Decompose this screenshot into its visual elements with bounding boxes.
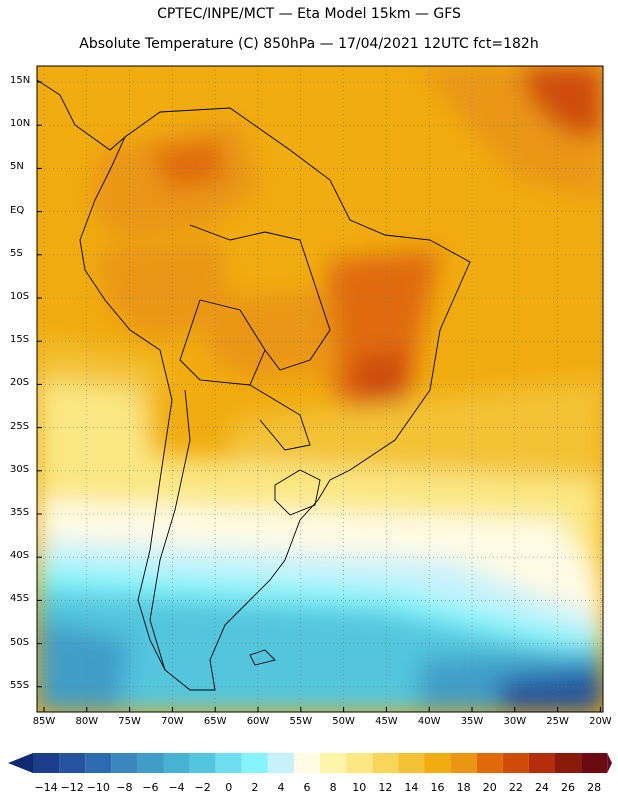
colorbar-cell — [555, 753, 582, 773]
paraguay-border — [249, 384, 311, 451]
coastline — [37, 79, 471, 691]
deep-blue-patch-west — [37, 620, 130, 712]
colorbar-label: 16 — [430, 781, 445, 794]
lon-label: 80W — [75, 716, 99, 727]
colorbar-label: −14 — [34, 781, 58, 794]
colorbar-cell — [33, 753, 60, 773]
colorbar-cell — [267, 753, 294, 773]
lat-label: 15N — [10, 75, 31, 86]
colorbar-label: −6 — [142, 781, 159, 794]
colorbar-label: 10 — [352, 781, 367, 794]
colorbar-cell — [476, 753, 503, 773]
hot-region-west — [95, 240, 230, 340]
hottest-ocean-northeast — [520, 66, 603, 140]
colorbar — [8, 753, 612, 773]
colorbar-label: 24 — [534, 781, 549, 794]
lon-label: 25W — [546, 716, 569, 727]
lat-label: 45S — [10, 593, 30, 605]
colorbar-label: −10 — [86, 781, 110, 794]
lon-label: 40W — [417, 716, 441, 727]
colorbar-cell — [294, 753, 321, 773]
colorbar-label: −2 — [194, 781, 211, 794]
axis-ticks — [37, 81, 601, 712]
lat-label: 40S — [10, 550, 30, 562]
darkest-blue-patch — [500, 670, 603, 712]
lat-label: 20S — [10, 377, 30, 389]
lon-label: 35W — [460, 716, 484, 727]
south-america-coast — [79, 107, 471, 691]
colorbar-cell — [450, 753, 477, 773]
lat-label: 5S — [10, 247, 23, 259]
lat-label: 10N — [10, 118, 31, 130]
lon-label: 65W — [203, 716, 227, 727]
colorbar-cell — [424, 753, 451, 773]
lon-label: 60W — [246, 716, 270, 727]
colorbar-cell — [241, 753, 268, 773]
chart-title-line1: CPTEC/INPE/MCT — Eta Model 15km — GFS — [157, 6, 461, 22]
colorbar-cell — [346, 753, 373, 773]
colorbar-label: 2 — [251, 781, 259, 794]
colorbar-label: 22 — [508, 781, 523, 794]
lat-label: 50S — [10, 636, 30, 648]
lon-label: 75W — [118, 716, 141, 727]
colorbar-cell — [163, 753, 190, 773]
colorbar-cell — [111, 753, 138, 773]
colorbar-cell — [398, 753, 425, 773]
lat-label: 15S — [10, 334, 30, 346]
colorbar-cell — [528, 753, 555, 773]
lon-label: 55W — [289, 716, 313, 727]
colorbar-label: 8 — [329, 781, 337, 794]
colorbar-label: −4 — [168, 781, 185, 794]
uruguay-border — [274, 469, 321, 516]
colorbar-cell — [59, 753, 86, 773]
brazil-border-west — [189, 224, 331, 371]
colorbar-cell — [372, 753, 399, 773]
colorbar-label: 4 — [277, 781, 285, 794]
colorbar-cell — [189, 753, 216, 773]
colorbar-label: 12 — [378, 781, 393, 794]
bolivia-border — [179, 299, 266, 386]
lat-label: 30S — [10, 463, 30, 475]
lon-label: 30W — [503, 716, 527, 727]
temperature-field — [37, 66, 603, 712]
colorbar-cell — [215, 753, 242, 773]
argentina-chile-border — [149, 389, 191, 671]
map-frame — [36, 65, 604, 713]
colorbar-label: 20 — [482, 781, 497, 794]
chart-title-line2: Absolute Temperature (C) 850hPa — 17/04/… — [79, 36, 539, 52]
colorbar-left-arrow — [8, 753, 33, 773]
lon-label: 85W — [32, 716, 56, 727]
mild-region-pacific — [37, 380, 150, 470]
colorbar-label: −8 — [116, 781, 133, 794]
colorbar-label: 26 — [561, 781, 576, 794]
lat-label: 25S — [10, 420, 30, 432]
lon-label: 45W — [375, 716, 398, 727]
hot-core-north — [150, 140, 225, 190]
warm-region-central — [200, 290, 340, 380]
falklands — [249, 649, 276, 666]
lat-label: EQ — [10, 204, 25, 216]
lat-label: 55S — [10, 679, 30, 691]
colorbar-label: −12 — [60, 781, 84, 794]
lat-label: 35S — [10, 507, 30, 518]
colorbar-cell — [85, 753, 112, 773]
lon-label: 70W — [161, 716, 184, 727]
lat-label: 10S — [10, 291, 30, 302]
colorbar-cell — [320, 753, 347, 773]
colorbar-label: 28 — [587, 781, 602, 794]
colorbar-cell — [502, 753, 529, 773]
colorbar-cell — [137, 753, 164, 773]
colorbar-label: 14 — [404, 781, 419, 794]
colorbar-label: 0 — [225, 781, 233, 794]
colorbar-label: 6 — [303, 781, 311, 794]
colorbar-cell — [581, 753, 608, 773]
lat-label: 5N — [10, 161, 24, 173]
lon-label: 50W — [332, 716, 355, 727]
central-america-coast — [37, 79, 126, 151]
hot-region-brazil — [320, 250, 440, 430]
lon-label: 20W — [589, 716, 612, 727]
colorbar-label: 18 — [456, 781, 471, 794]
colorbar-right-arrow — [607, 753, 612, 773]
